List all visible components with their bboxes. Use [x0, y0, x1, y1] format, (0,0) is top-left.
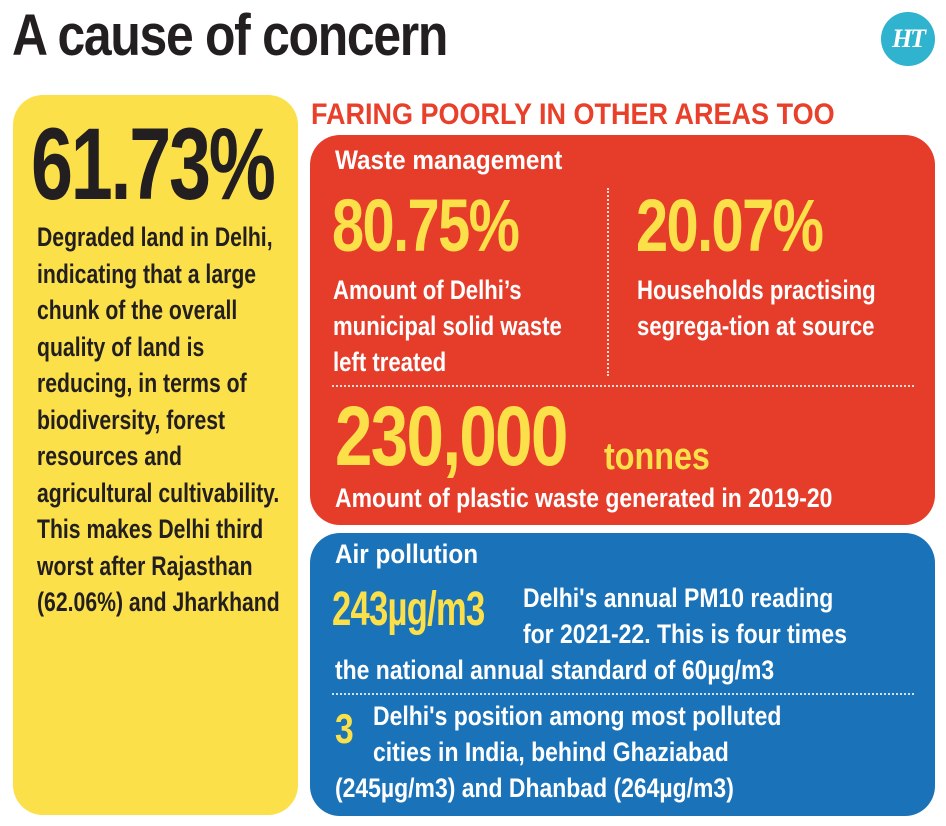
land-degradation-description: Degraded land in Delhi, indicating that … [37, 222, 280, 617]
treated-waste-description: Amount of Delhi’s municipal solid waste … [333, 275, 562, 377]
section-subheading: FARING POORLY IN OTHER AREAS TOO [311, 98, 835, 131]
air-divider [332, 693, 914, 695]
pollution-rank-description-line1: Delhi's position among most polluted [373, 701, 782, 731]
waste-panel-title: Waste management [335, 145, 563, 175]
pm10-description-line2: for 2021-22. This is four times [523, 619, 847, 649]
stat-divider [607, 188, 609, 376]
waste-divider [332, 385, 914, 387]
pm10-description-line1: Delhi's annual PM10 reading [523, 583, 834, 613]
segregation-value: 20.07% [636, 184, 824, 267]
pm10-value: 243µg/m3 [332, 583, 485, 636]
air-pollution-panel: Air pollution 243µg/m3 Delhi's annual PM… [310, 533, 935, 816]
plastic-waste-unit: tonnes [604, 436, 710, 478]
waste-management-panel: Waste management 80.75% Amount of Delhi’… [310, 135, 935, 525]
pollution-rank-description-line3: (245µg/m3) and Dhanbad (264µg/m3) [335, 773, 734, 803]
treated-waste-value: 80.75% [332, 184, 520, 267]
air-panel-title: Air pollution [335, 539, 479, 569]
page-title: A cause of concern [12, 3, 448, 68]
pollution-rank-description-line2: cities in India, behind Ghaziabad [373, 737, 729, 767]
plastic-waste-description: Amount of plastic waste generated in 201… [335, 483, 833, 513]
segregation-description: Households practising segrega-tion at so… [637, 275, 876, 341]
plastic-waste-value: 230,000 [335, 389, 568, 483]
land-degradation-value: 61.73% [31, 107, 276, 221]
pm10-description-line3: the national annual standard of 60µg/m3 [335, 655, 775, 685]
pollution-rank-value: 3 [335, 705, 354, 752]
ht-logo: HT [881, 12, 935, 66]
land-degradation-panel: 61.73% Degraded land in Delhi, indicatin… [13, 95, 298, 815]
